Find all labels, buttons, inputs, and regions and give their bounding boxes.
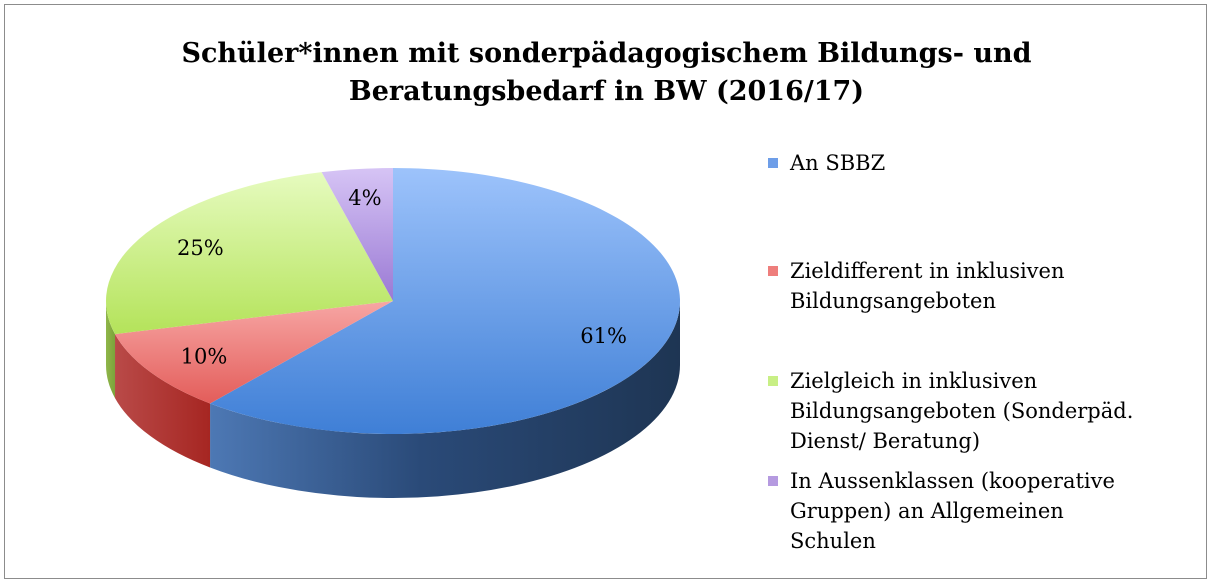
pie-slice-side-2 (115, 334, 211, 468)
legend-swatch-4 (768, 476, 778, 486)
legend-label-3-line-2: Bildungsangeboten (Sonderpäd. (790, 399, 1134, 423)
legend-label-2: Zieldifferent in inklusiven Bildungsangeb… (790, 256, 1188, 316)
legend-label-4-line-3: Schulen (790, 529, 876, 553)
pie-slice-1 (210, 168, 680, 434)
legend-item-1: An SBBZ (768, 148, 1188, 178)
data-label-2: 10% (181, 345, 228, 369)
legend-label-4: In Aussenklassen (kooperative Gruppen) an… (790, 466, 1188, 556)
legend-swatch-3 (768, 376, 778, 386)
pie-slice-side-1 (210, 301, 680, 498)
data-label-4: 4% (348, 186, 381, 210)
legend-label-3: Zielgleich in inklusiven Bildungsangebote… (790, 366, 1188, 456)
chart-title-line-1: Schüler*innen mit sonderpädagogischem Bi… (181, 38, 1032, 69)
legend-label-2-line-1: Zieldifferent in inklusiven (790, 259, 1065, 283)
legend-label-1: An SBBZ (790, 148, 1188, 178)
legend-item-3: Zielgleich in inklusiven Bildungsangebote… (768, 366, 1188, 456)
pie-slice-4 (321, 168, 393, 301)
legend-label-4-line-1: In Aussenklassen (kooperative (790, 469, 1115, 493)
chart-title: Schüler*innen mit sonderpädagogischem Bi… (5, 35, 1208, 111)
chart-title-line-2: Beratungsbedarf in BW (2016/17) (348, 76, 865, 107)
legend-label-1-line-1: An SBBZ (790, 151, 886, 175)
data-label-3: 25% (177, 236, 224, 260)
legend-item-4: In Aussenklassen (kooperative Gruppen) an… (768, 466, 1188, 556)
pie-slice-3 (105, 172, 393, 335)
legend-label-3-line-1: Zielgleich in inklusiven (790, 369, 1038, 393)
pie-slice-side-3 (106, 301, 116, 399)
legend-swatch-2 (768, 266, 778, 276)
legend-label-2-line-2: Bildungsangeboten (790, 289, 996, 313)
legend-swatch-1 (768, 158, 778, 168)
legend-label-4-line-2: Gruppen) an Allgemeinen (790, 499, 1064, 523)
legend-label-3-line-3: Dienst/ Beratung) (790, 429, 981, 453)
data-label-1: 61% (580, 324, 627, 348)
pie-slice-2 (115, 301, 393, 404)
legend-item-2: Zieldifferent in inklusiven Bildungsangeb… (768, 256, 1188, 316)
